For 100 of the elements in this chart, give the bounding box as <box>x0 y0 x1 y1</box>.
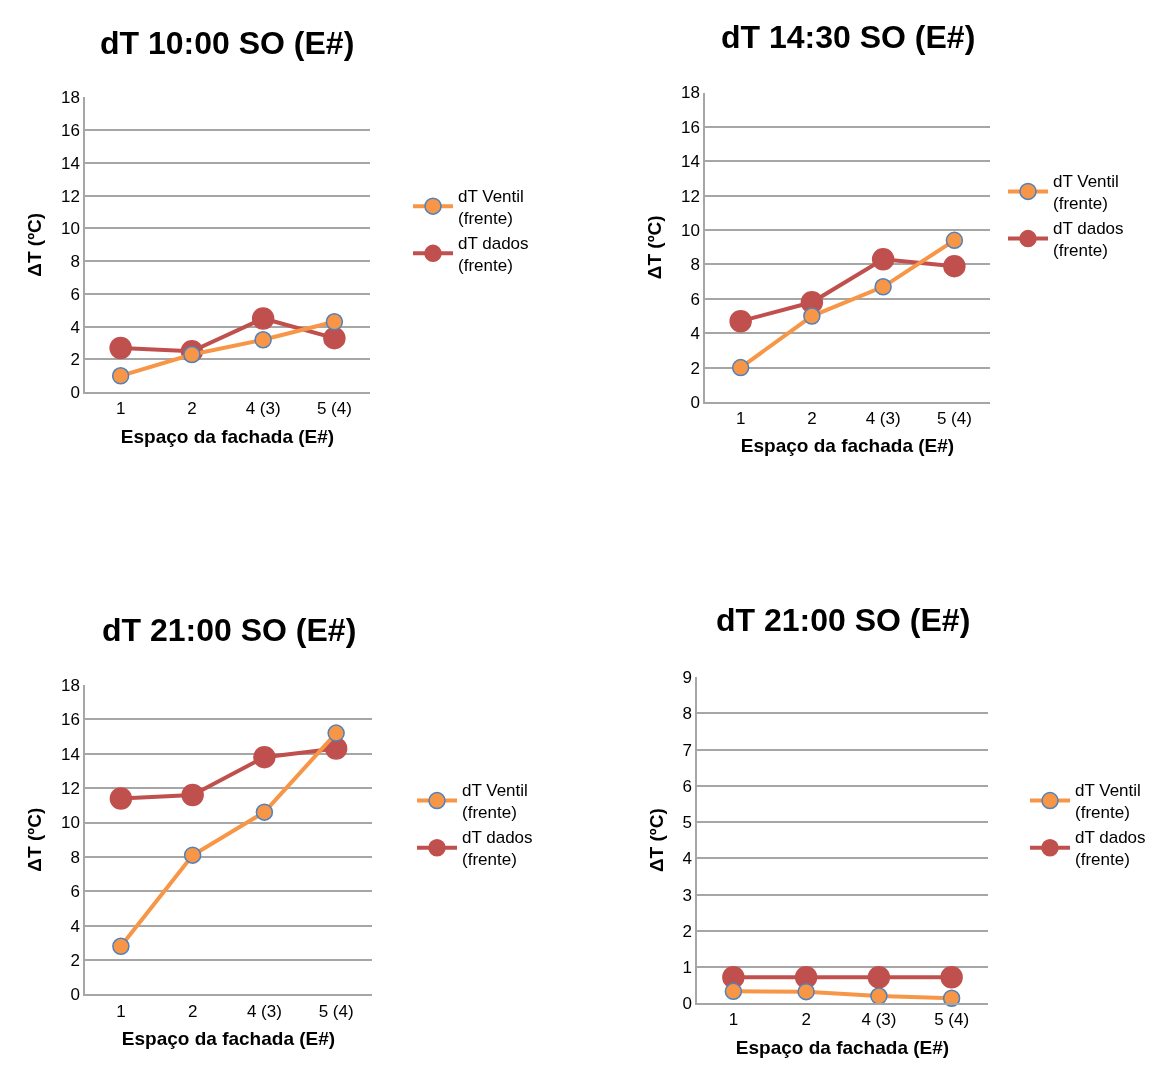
y-axis-title: ΔT (ºC) <box>24 807 46 872</box>
point <box>254 331 272 349</box>
point <box>940 965 963 989</box>
chart-title: dT 14:30 SO (E#) <box>721 19 976 55</box>
point <box>111 367 130 385</box>
y-tick-label: 1 <box>682 957 692 977</box>
point <box>803 307 821 325</box>
y-tick-label: 4 <box>690 324 700 344</box>
y-tick-label: 16 <box>60 121 80 141</box>
y-tick-label: 5 <box>682 813 692 833</box>
y-tick-label: 14 <box>60 744 80 764</box>
y-tick-label: 10 <box>680 221 700 241</box>
x-tick-label: 5 (4) <box>318 1001 354 1021</box>
point <box>870 987 888 1005</box>
point <box>109 787 133 810</box>
x-tick-label: 2 <box>807 409 817 429</box>
legend-label: dT dados (frente) <box>462 828 533 870</box>
x-tick-label: 5 (4) <box>934 1010 970 1030</box>
y-tick-label: 4 <box>682 849 692 869</box>
y-tick-label: 18 <box>60 675 80 695</box>
y-tick-label: 14 <box>60 153 80 173</box>
y-tick-label: 4 <box>70 916 80 936</box>
y-tick-label: 2 <box>70 951 80 970</box>
point <box>874 278 892 296</box>
x-axis-title: Espaço da fachada (E#) <box>120 425 335 447</box>
point <box>253 745 276 769</box>
x-tick-label: 1 <box>116 1001 126 1021</box>
y-tick-label: 6 <box>70 284 80 304</box>
x-tick-label: 1 <box>735 409 746 429</box>
y-tick-label: 2 <box>70 350 80 370</box>
x-axis-title: Espaço da fachada (E#) <box>121 1027 336 1049</box>
y-tick-label: 10 <box>60 813 80 833</box>
point <box>255 803 274 821</box>
point <box>731 358 750 377</box>
y-tick-label: 0 <box>690 392 700 412</box>
y-tick-label: 3 <box>682 885 692 905</box>
y-tick-label: 12 <box>680 186 700 206</box>
legend-label: dT Ventil (frente) <box>1053 172 1119 214</box>
y-tick-label: 8 <box>682 704 692 724</box>
y-tick-label: 6 <box>682 776 692 796</box>
point <box>183 846 202 864</box>
y-tick-label: 18 <box>60 88 80 108</box>
y-tick-label: 7 <box>682 740 692 760</box>
y-tick-label: 2 <box>690 358 700 378</box>
x-tick-label: 4 (3) <box>245 399 281 419</box>
legend-label: dT dados (frente) <box>458 233 529 276</box>
y-tick-label: 8 <box>70 252 80 272</box>
point <box>323 326 346 350</box>
x-tick-label: 2 <box>187 399 197 419</box>
y-axis-title: ΔT (ºC) <box>644 215 666 280</box>
y-tick-label: 12 <box>60 779 80 799</box>
chart-title: dT 10:00 SO (E#) <box>100 25 355 61</box>
chart-title: dT 21:00 SO (E#) <box>716 602 971 638</box>
y-axis-title: ΔT (ºC) <box>645 808 667 873</box>
x-tick-label: 5 (4) <box>316 399 352 419</box>
point <box>943 254 966 278</box>
legend-label: dT Ventil (frente) <box>458 186 524 228</box>
point <box>325 313 344 331</box>
y-tick-label: 0 <box>70 383 80 403</box>
x-tick-label: 4 (3) <box>865 409 901 429</box>
y-tick-label: 10 <box>60 219 80 239</box>
y-tick-label: 4 <box>70 317 80 337</box>
legend-label: dT dados (frente) <box>1075 828 1146 870</box>
point <box>867 965 891 989</box>
x-tick-label: 4 (3) <box>861 1010 897 1030</box>
x-axis-title: Espaço da fachada (E#) <box>740 435 955 457</box>
y-tick-label: 6 <box>690 289 700 309</box>
point <box>181 783 204 807</box>
y-tick-label: 2 <box>682 921 692 941</box>
point <box>112 937 130 956</box>
legend-label: dT dados (frente) <box>1053 219 1124 261</box>
x-tick-label: 4 (3) <box>246 1001 282 1021</box>
x-tick-label: 2 <box>801 1010 811 1030</box>
point <box>183 345 201 364</box>
y-tick-label: 0 <box>70 985 80 1005</box>
y-tick-label: 16 <box>680 117 700 137</box>
y-tick-label: 6 <box>70 882 80 902</box>
x-axis-title: Espaço da fachada (E#) <box>735 1036 950 1058</box>
x-tick-label: 1 <box>728 1010 739 1030</box>
legend-label: dT Ventil (frente) <box>1075 781 1141 823</box>
point <box>109 336 132 360</box>
x-tick-label: 5 (4) <box>936 409 972 429</box>
y-tick-label: 8 <box>70 847 80 867</box>
point <box>729 309 752 333</box>
y-tick-label: 8 <box>690 255 700 275</box>
point <box>251 307 275 330</box>
y-tick-label: 12 <box>60 186 80 206</box>
x-tick-label: 1 <box>115 399 126 419</box>
legend-label: dT Ventil (frente) <box>462 781 528 823</box>
y-tick-label: 0 <box>682 994 692 1014</box>
y-tick-label: 18 <box>680 83 700 103</box>
x-tick-label: 2 <box>187 1001 198 1021</box>
y-axis-title: ΔT (ºC) <box>24 212 46 277</box>
point <box>871 248 895 271</box>
point <box>327 724 345 742</box>
point <box>945 231 964 250</box>
chart-title: dT 21:00 SO (E#) <box>102 612 357 648</box>
point <box>724 982 743 1001</box>
y-tick-label: 16 <box>60 710 80 730</box>
y-tick-label: 9 <box>682 668 692 688</box>
